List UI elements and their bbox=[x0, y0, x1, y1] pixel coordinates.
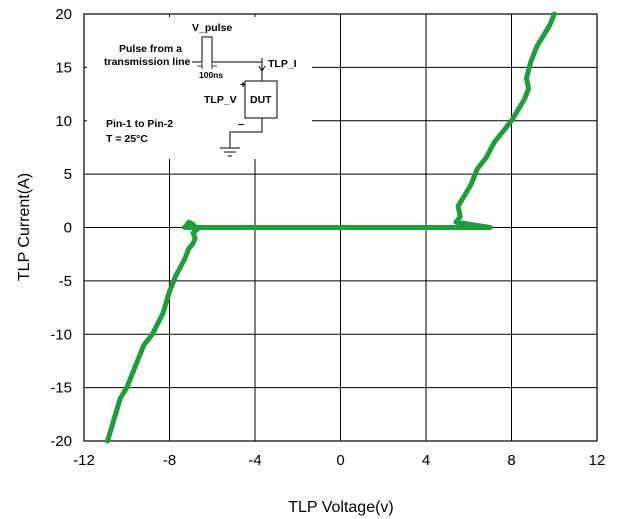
inset-temp-label: T = 25°C bbox=[106, 133, 148, 145]
x-tick-label: -12 bbox=[73, 452, 95, 469]
ground-icon bbox=[220, 147, 240, 157]
inset-current-arrow bbox=[258, 58, 266, 72]
x-tick-label: 4 bbox=[422, 452, 430, 469]
y-tick-label: 15 bbox=[55, 59, 72, 76]
inset-pins-label: Pin-1 to Pin-2 bbox=[106, 118, 173, 130]
series-layer bbox=[105, 11, 557, 444]
inset-width-marker bbox=[197, 63, 217, 69]
inset-pulse-line2: transmission line bbox=[104, 56, 191, 68]
inset-dut-leads bbox=[229, 76, 263, 148]
inset-v-pulse-label: V_pulse bbox=[192, 22, 232, 34]
y-tick-label: 10 bbox=[55, 113, 72, 130]
y-tick-label: -5 bbox=[59, 273, 72, 290]
x-tick-label: -4 bbox=[248, 452, 261, 469]
x-tick-labels: -12 -8 -4 0 4 8 12 bbox=[73, 452, 605, 469]
y-tick-label: -20 bbox=[50, 433, 72, 450]
inset-minus-sign: − bbox=[238, 119, 244, 131]
inset-background bbox=[87, 17, 312, 159]
y-tick-labels: 20 15 10 5 0 -5 -10 -15 -20 bbox=[50, 6, 72, 450]
x-tick-label: 0 bbox=[336, 452, 344, 469]
inset-schematic: V_pulse Pulse from a transmission line 1… bbox=[87, 17, 312, 159]
tlp-iv-curve bbox=[105, 11, 557, 444]
x-axis-label: TLP Voltage(v) bbox=[288, 499, 394, 516]
x-tick-label: 8 bbox=[507, 452, 515, 469]
inset-dut-label: DUT bbox=[250, 94, 272, 106]
y-tick-label: 5 bbox=[64, 166, 72, 183]
x-tick-label: 12 bbox=[589, 452, 606, 469]
inset-width-label: 100ns bbox=[199, 70, 223, 80]
inset-plus-sign: + bbox=[240, 79, 246, 91]
y-tick-label: -15 bbox=[50, 380, 72, 397]
inset-dut-box bbox=[244, 80, 278, 119]
y-tick-label: -10 bbox=[50, 326, 72, 343]
x-tick-label: -8 bbox=[163, 452, 176, 469]
inset-tlp-i-label: TLP_I bbox=[268, 58, 297, 70]
y-tick-label: 0 bbox=[64, 220, 72, 237]
inset-pulse-line1: Pulse from a bbox=[119, 43, 182, 55]
y-tick-label: 20 bbox=[55, 6, 72, 23]
inset-tlp-v-label: TLP_V bbox=[204, 94, 237, 106]
y-axis-label: TLP Current(A) bbox=[16, 173, 33, 281]
plot-frame bbox=[83, 13, 598, 442]
